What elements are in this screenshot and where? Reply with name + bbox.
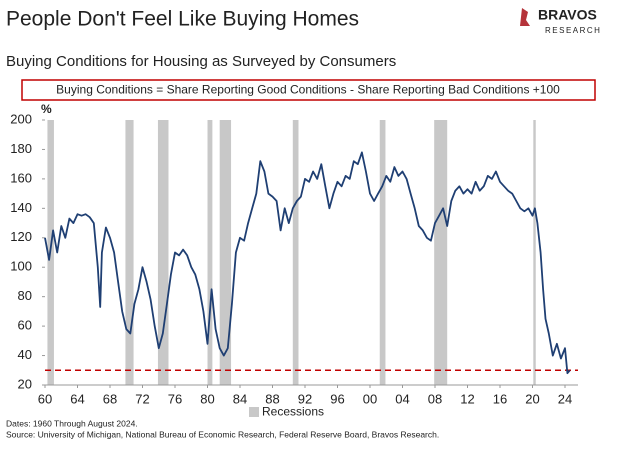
legend-swatch: [249, 407, 259, 417]
recession-band: [434, 120, 448, 385]
logo-name: BRAVOS: [538, 7, 597, 23]
recession-band: [533, 120, 536, 385]
x-tick-label: 80: [200, 391, 214, 406]
x-tick-label: 00: [363, 391, 377, 406]
logo: BRAVOS RESEARCH: [520, 7, 601, 35]
annotation: Buying Conditions = Share Reporting Good…: [56, 83, 560, 97]
x-tick-label: 60: [38, 391, 52, 406]
y-tick-label: 120: [10, 229, 32, 244]
footnote: Source: University of Michigan, National…: [6, 429, 439, 439]
x-tick-label: 12: [460, 391, 474, 406]
y-tick-label: 140: [10, 200, 32, 215]
legend-label: Recessions: [262, 405, 324, 419]
x-tick-label: 72: [135, 391, 149, 406]
x-tick-label: 88: [265, 391, 279, 406]
x-tick-label: 92: [298, 391, 312, 406]
recession-band: [207, 120, 213, 385]
logo-icon: [520, 8, 530, 26]
recession-band: [157, 120, 169, 385]
y-tick-label: 200: [10, 111, 32, 126]
recession-band: [219, 120, 232, 385]
y-tick-label: 180: [10, 141, 32, 156]
x-tick-label: 96: [330, 391, 344, 406]
x-tick-label: 20: [525, 391, 539, 406]
x-tick-label: 84: [233, 391, 247, 406]
recession-band: [379, 120, 386, 385]
footnote: Dates: 1960 Through August 2024.: [6, 418, 138, 428]
chart-title: People Don't Feel Like Buying Homes: [6, 8, 359, 31]
logo-tagline: RESEARCH: [545, 26, 601, 35]
line: [44, 151, 571, 375]
y-tick-label: 160: [10, 170, 32, 185]
x-tick-label: 16: [493, 391, 507, 406]
x-tick-label: 08: [428, 391, 442, 406]
y-tick-label: 40: [18, 347, 32, 362]
recession-band: [292, 120, 299, 385]
x-tick-label: 64: [70, 391, 84, 406]
annotation-box: [21, 79, 596, 101]
recession-band: [125, 120, 134, 385]
x-tick-label: 68: [103, 391, 117, 406]
y-tick-label: 100: [10, 259, 32, 274]
x-tick-label: 24: [558, 391, 572, 406]
chart-subtitle: Buying Conditions for Housing as Surveye…: [6, 53, 396, 70]
y-tick-label: 20: [18, 376, 32, 391]
y-tick-label: 80: [18, 288, 32, 303]
y-axis-label: %: [41, 102, 52, 116]
y-tick-label: 60: [18, 318, 32, 333]
x-tick-label: 04: [395, 391, 409, 406]
x-tick-label: 76: [168, 391, 182, 406]
